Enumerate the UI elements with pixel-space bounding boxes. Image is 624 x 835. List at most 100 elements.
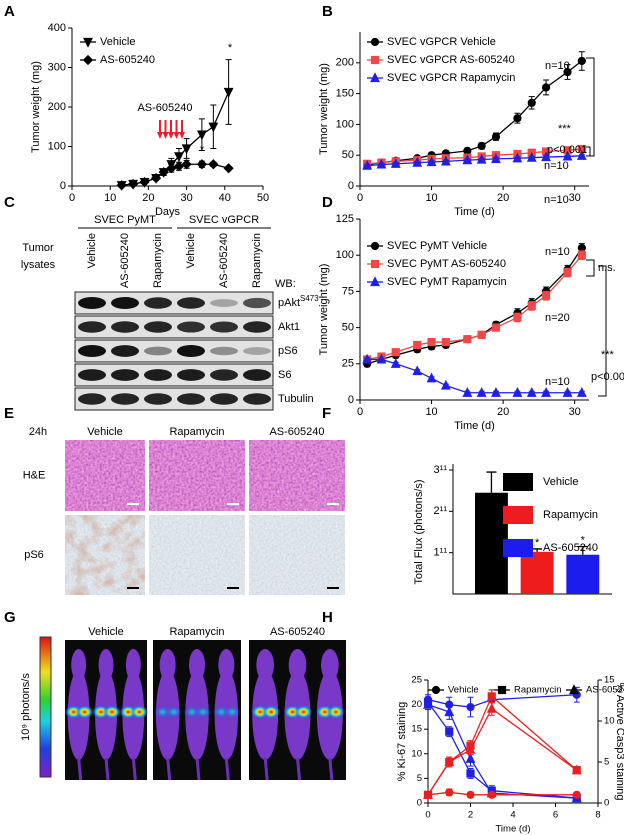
legend-marker xyxy=(497,685,507,695)
marker xyxy=(476,153,487,164)
annotation: p<0.001 xyxy=(547,144,587,156)
marker xyxy=(463,146,472,155)
blot-band xyxy=(177,297,205,309)
marker xyxy=(513,313,522,322)
marker xyxy=(513,114,522,123)
marker xyxy=(563,268,572,277)
blot-band xyxy=(144,346,172,356)
signal xyxy=(262,705,281,719)
x-tick-label: 10 xyxy=(104,192,116,204)
column-label: Rapamycin xyxy=(169,426,224,438)
signal xyxy=(164,705,183,719)
blot-band xyxy=(243,297,271,309)
marker xyxy=(376,353,387,364)
panel-letter: C xyxy=(4,194,15,211)
blot-group: SVEC PyMT xyxy=(94,214,156,226)
lane-label: AS-605240 xyxy=(218,233,230,288)
legend-marker xyxy=(370,259,380,269)
blot-band xyxy=(111,345,139,357)
blot-band xyxy=(78,297,106,309)
x-tick-label: 0 xyxy=(425,810,430,821)
y-axis-label: Tumor weight (mg) xyxy=(318,63,330,155)
legend-marker xyxy=(569,684,579,695)
marker xyxy=(139,176,150,188)
bracket xyxy=(586,57,595,157)
panel-letter: F xyxy=(322,405,331,422)
y-tick-label: 150 xyxy=(336,88,354,100)
marker xyxy=(487,790,496,799)
y2-tick-label: 0 xyxy=(604,798,609,809)
marker xyxy=(362,159,373,170)
bracket xyxy=(586,146,591,156)
marker xyxy=(465,743,476,754)
marker xyxy=(412,365,423,376)
signal xyxy=(194,705,212,719)
marker xyxy=(577,251,586,260)
column-label: AS-605240 xyxy=(269,426,324,438)
y2-axis-label: % Active Casp3 staining xyxy=(614,682,624,800)
blot-group: SVEC vGPCR xyxy=(189,214,259,226)
figure-content: A BC DE FG H0 10 20 30 40 500100200300400DaysTumo… xyxy=(4,3,624,835)
group-label: AS-605240 xyxy=(270,626,325,638)
x-axis-label: Time (d) xyxy=(495,824,530,835)
mouse-tail xyxy=(131,757,137,781)
group-label: Vehicle xyxy=(88,626,123,638)
stain-overlay xyxy=(65,515,145,595)
marker xyxy=(166,163,177,174)
band-label: S6 xyxy=(278,369,291,381)
bracket xyxy=(586,259,595,277)
blot-band xyxy=(210,299,238,307)
marker xyxy=(527,98,536,107)
x-tick-label: 10 xyxy=(425,192,437,204)
annotation: * xyxy=(200,144,205,156)
marker xyxy=(181,144,192,155)
signal xyxy=(130,705,149,719)
legend-marker xyxy=(370,241,380,251)
legend-marker xyxy=(370,55,380,65)
marker xyxy=(196,130,207,141)
marker xyxy=(527,301,536,310)
annotation: n=10 xyxy=(545,60,570,72)
marker xyxy=(541,83,551,92)
annotation: *** xyxy=(558,123,572,135)
band-label: Akt1 xyxy=(278,321,300,333)
mouse-head xyxy=(159,649,176,681)
marker xyxy=(526,387,537,397)
error-bar xyxy=(532,548,543,552)
marker xyxy=(491,153,501,163)
marker xyxy=(441,337,450,347)
blot-band xyxy=(177,345,205,357)
row-label: H&E xyxy=(23,469,46,481)
legend-swatch xyxy=(503,506,533,524)
y-tick-label: 25 xyxy=(411,675,422,686)
legend-label: SVEC PyMT Vehicle xyxy=(387,240,487,252)
marker xyxy=(491,387,501,397)
blot-band xyxy=(243,393,271,405)
marker xyxy=(174,152,184,163)
legend-marker xyxy=(370,276,380,287)
y2-tick-label: 15 xyxy=(604,675,615,686)
marker xyxy=(181,159,192,170)
side-label: Tumor xyxy=(22,242,54,254)
marker xyxy=(444,706,455,717)
column-label: Vehicle xyxy=(87,426,122,438)
axis-line xyxy=(452,464,612,595)
y2-tick-label: 5 xyxy=(604,757,609,768)
mouse-head xyxy=(218,649,235,681)
y-tick-label: 3¹¹ xyxy=(434,464,448,476)
mouse-head xyxy=(125,649,141,681)
treatment-arrow-head xyxy=(173,132,180,139)
y-tick-label: 20 xyxy=(411,699,422,710)
mouse-tail xyxy=(166,757,172,781)
band-label: pAktS473 xyxy=(278,294,319,309)
marker xyxy=(465,753,476,763)
blot-band xyxy=(210,393,238,405)
marker xyxy=(512,152,523,163)
blot-band xyxy=(111,321,139,333)
mouse-head xyxy=(256,649,274,681)
y-tick-label: 10 xyxy=(411,748,422,759)
error-bar xyxy=(577,545,588,555)
band-label: Tubulin xyxy=(278,393,314,405)
signal xyxy=(326,705,345,719)
legend-label: SVEC vGPCR Vehicle xyxy=(387,36,496,48)
